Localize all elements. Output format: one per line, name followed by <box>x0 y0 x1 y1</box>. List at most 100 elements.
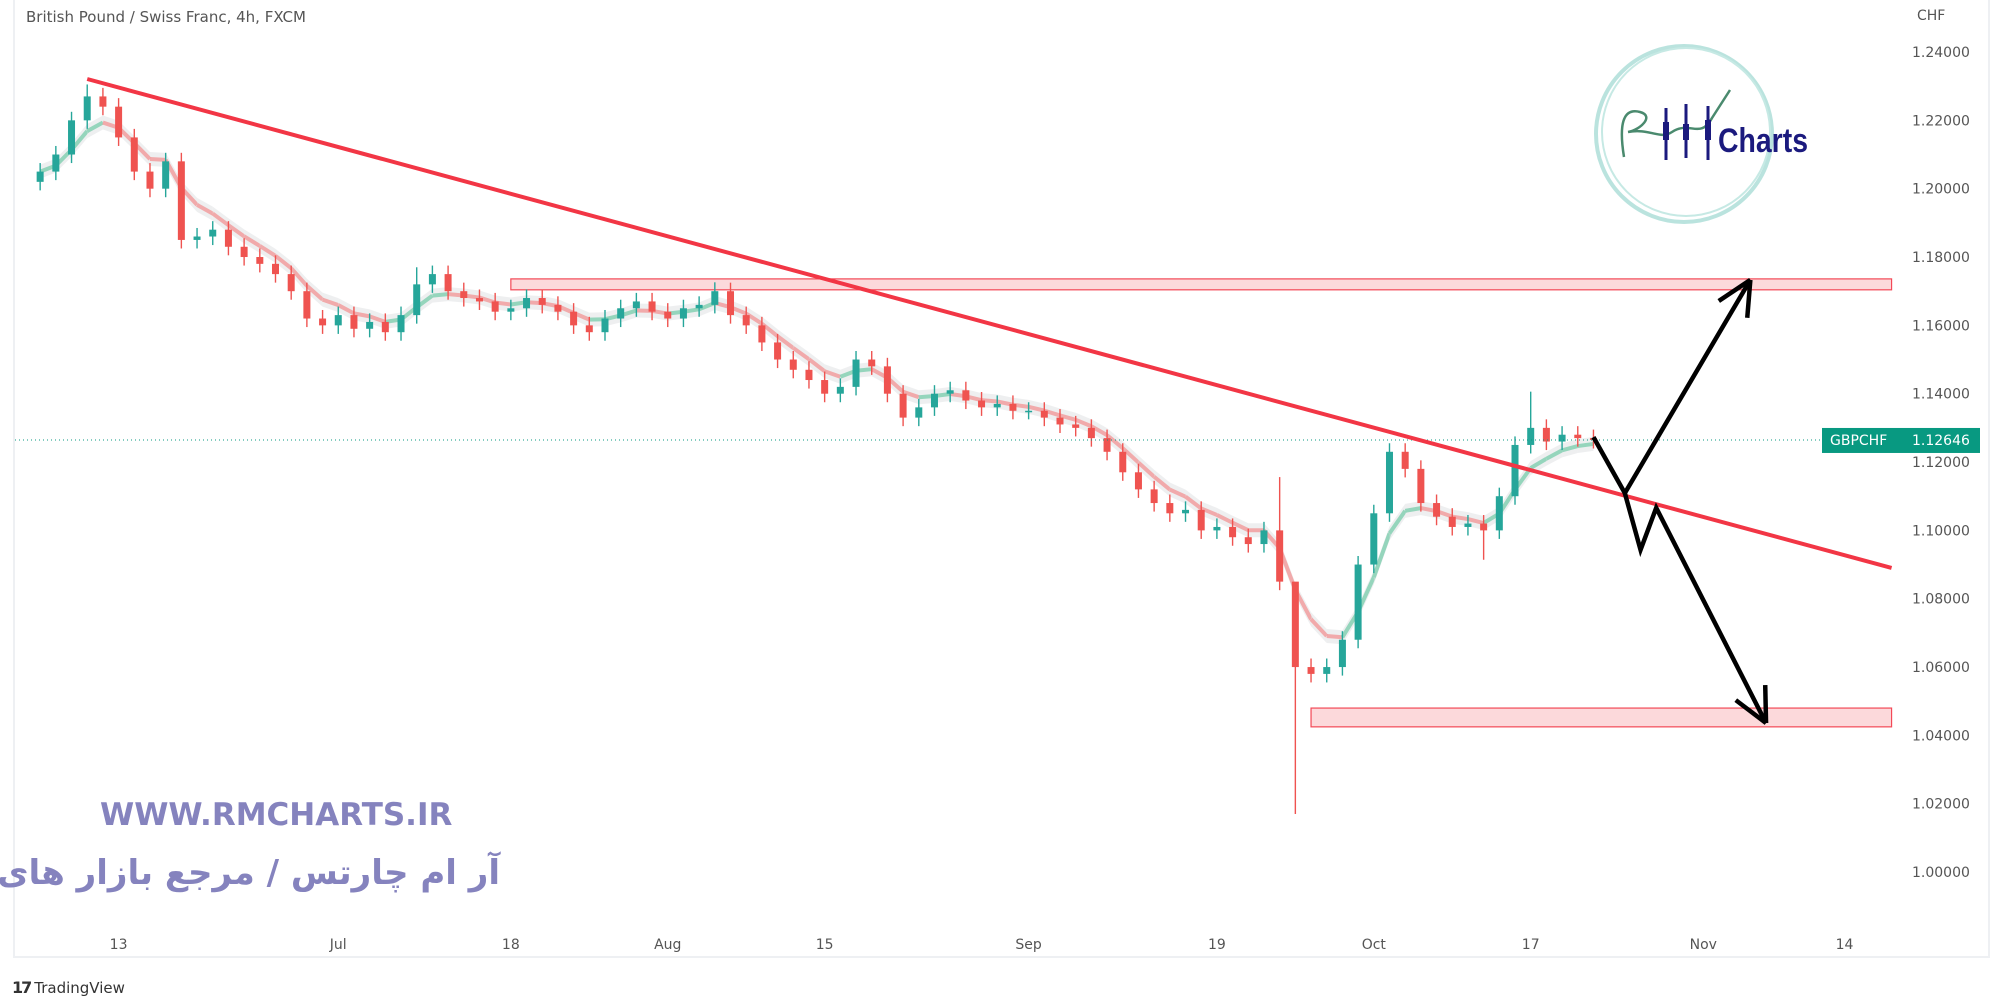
candle <box>632 292 640 317</box>
candle <box>36 163 44 191</box>
watermark-persian: آر ام چارتس / مرجع بازار های مالی <box>0 853 500 893</box>
candle-body <box>585 325 593 333</box>
candle-body <box>507 308 515 312</box>
candle-body <box>523 298 531 309</box>
candle-body <box>1182 509 1190 514</box>
ma-line <box>823 369 841 379</box>
candle <box>1511 436 1519 505</box>
candle-body <box>460 291 468 299</box>
candle-body <box>601 318 609 333</box>
candle-body <box>774 342 782 360</box>
candle-body <box>428 274 436 285</box>
candle <box>428 265 436 293</box>
candle <box>1229 518 1237 546</box>
ma-line <box>149 157 166 162</box>
scenario-arrow-up-head <box>1745 279 1753 318</box>
candle <box>224 221 232 256</box>
ma-line <box>432 292 449 298</box>
candle <box>774 333 782 369</box>
candle-body <box>1072 424 1080 428</box>
candle <box>852 350 860 396</box>
candle-body <box>1087 427 1095 439</box>
candle-body <box>319 318 327 326</box>
candle-body <box>930 393 938 408</box>
candle-body <box>1229 526 1237 538</box>
candle-body <box>99 96 107 107</box>
ma-line <box>289 266 309 288</box>
ma-line <box>258 244 277 258</box>
tradingview-branding[interactable]: 17 TradingView <box>12 978 125 997</box>
ma-line <box>196 203 214 216</box>
candle-body <box>162 161 170 189</box>
candle <box>1480 515 1488 560</box>
candle <box>601 309 609 341</box>
candle <box>413 267 421 324</box>
candle-body <box>1025 410 1033 413</box>
candle-body <box>1385 451 1393 514</box>
candle <box>789 350 797 379</box>
candle <box>695 296 703 317</box>
candle-body <box>993 403 1001 408</box>
ma-line <box>1326 633 1343 640</box>
candle <box>1040 402 1048 427</box>
ma-line <box>1105 433 1125 450</box>
ma-line <box>1467 517 1485 525</box>
candle <box>1134 463 1142 498</box>
x-tick-label: Jul <box>329 937 347 953</box>
ma-line <box>1121 446 1140 465</box>
candle <box>52 145 60 181</box>
currency-label: CHF <box>1917 8 1945 24</box>
candle-body <box>727 291 735 316</box>
chart-frame <box>13 0 1990 958</box>
candle-body <box>1574 434 1582 439</box>
y-tick-label: 1.24000 <box>1912 45 1970 61</box>
candle <box>1433 494 1441 526</box>
candle-body <box>1197 509 1205 531</box>
candle <box>507 299 515 321</box>
candle-body <box>36 171 44 182</box>
ma-line <box>243 234 261 248</box>
candle <box>1323 658 1331 683</box>
candle-body <box>1527 427 1535 445</box>
candle <box>962 381 970 410</box>
svg-text:Charts: Charts <box>1718 122 1808 160</box>
ma-line <box>1371 532 1392 579</box>
candle-body <box>413 284 421 316</box>
y-tick-label: 1.16000 <box>1912 318 1970 334</box>
candle <box>1056 409 1064 433</box>
x-tick-label: Oct <box>1362 937 1387 953</box>
candle <box>1166 494 1174 522</box>
candle-body <box>1323 667 1331 674</box>
scenario-arrow-up <box>1591 278 1753 498</box>
candle-body <box>272 263 279 275</box>
candle <box>993 395 1001 416</box>
candle <box>1072 415 1080 437</box>
y-tick-label: 1.08000 <box>1912 592 1970 608</box>
candle-body <box>1291 581 1299 668</box>
candle <box>1150 480 1158 512</box>
candle <box>1087 419 1095 447</box>
ma-line <box>1529 457 1548 470</box>
candle-body <box>758 325 766 343</box>
candle-body <box>617 308 625 319</box>
x-tick-label: Nov <box>1690 937 1717 953</box>
candle <box>491 292 499 321</box>
y-tick-label: 1.00000 <box>1912 865 1970 881</box>
ma-line <box>807 357 826 373</box>
ma-line <box>1090 424 1109 437</box>
tradingview-logo-icon: 17 <box>12 978 32 997</box>
candle <box>617 299 625 328</box>
candle-body <box>836 386 844 394</box>
candle-body <box>679 308 687 319</box>
candle <box>209 221 217 246</box>
y-tick-label: 1.20000 <box>1912 182 1970 198</box>
ma-line <box>776 334 795 350</box>
candle-body <box>1213 526 1221 531</box>
x-tick-label: Aug <box>654 937 681 953</box>
candle <box>1558 426 1566 451</box>
candle-body <box>1276 530 1284 582</box>
candle <box>930 385 938 416</box>
candle <box>1464 515 1472 536</box>
ma-line <box>86 120 104 133</box>
